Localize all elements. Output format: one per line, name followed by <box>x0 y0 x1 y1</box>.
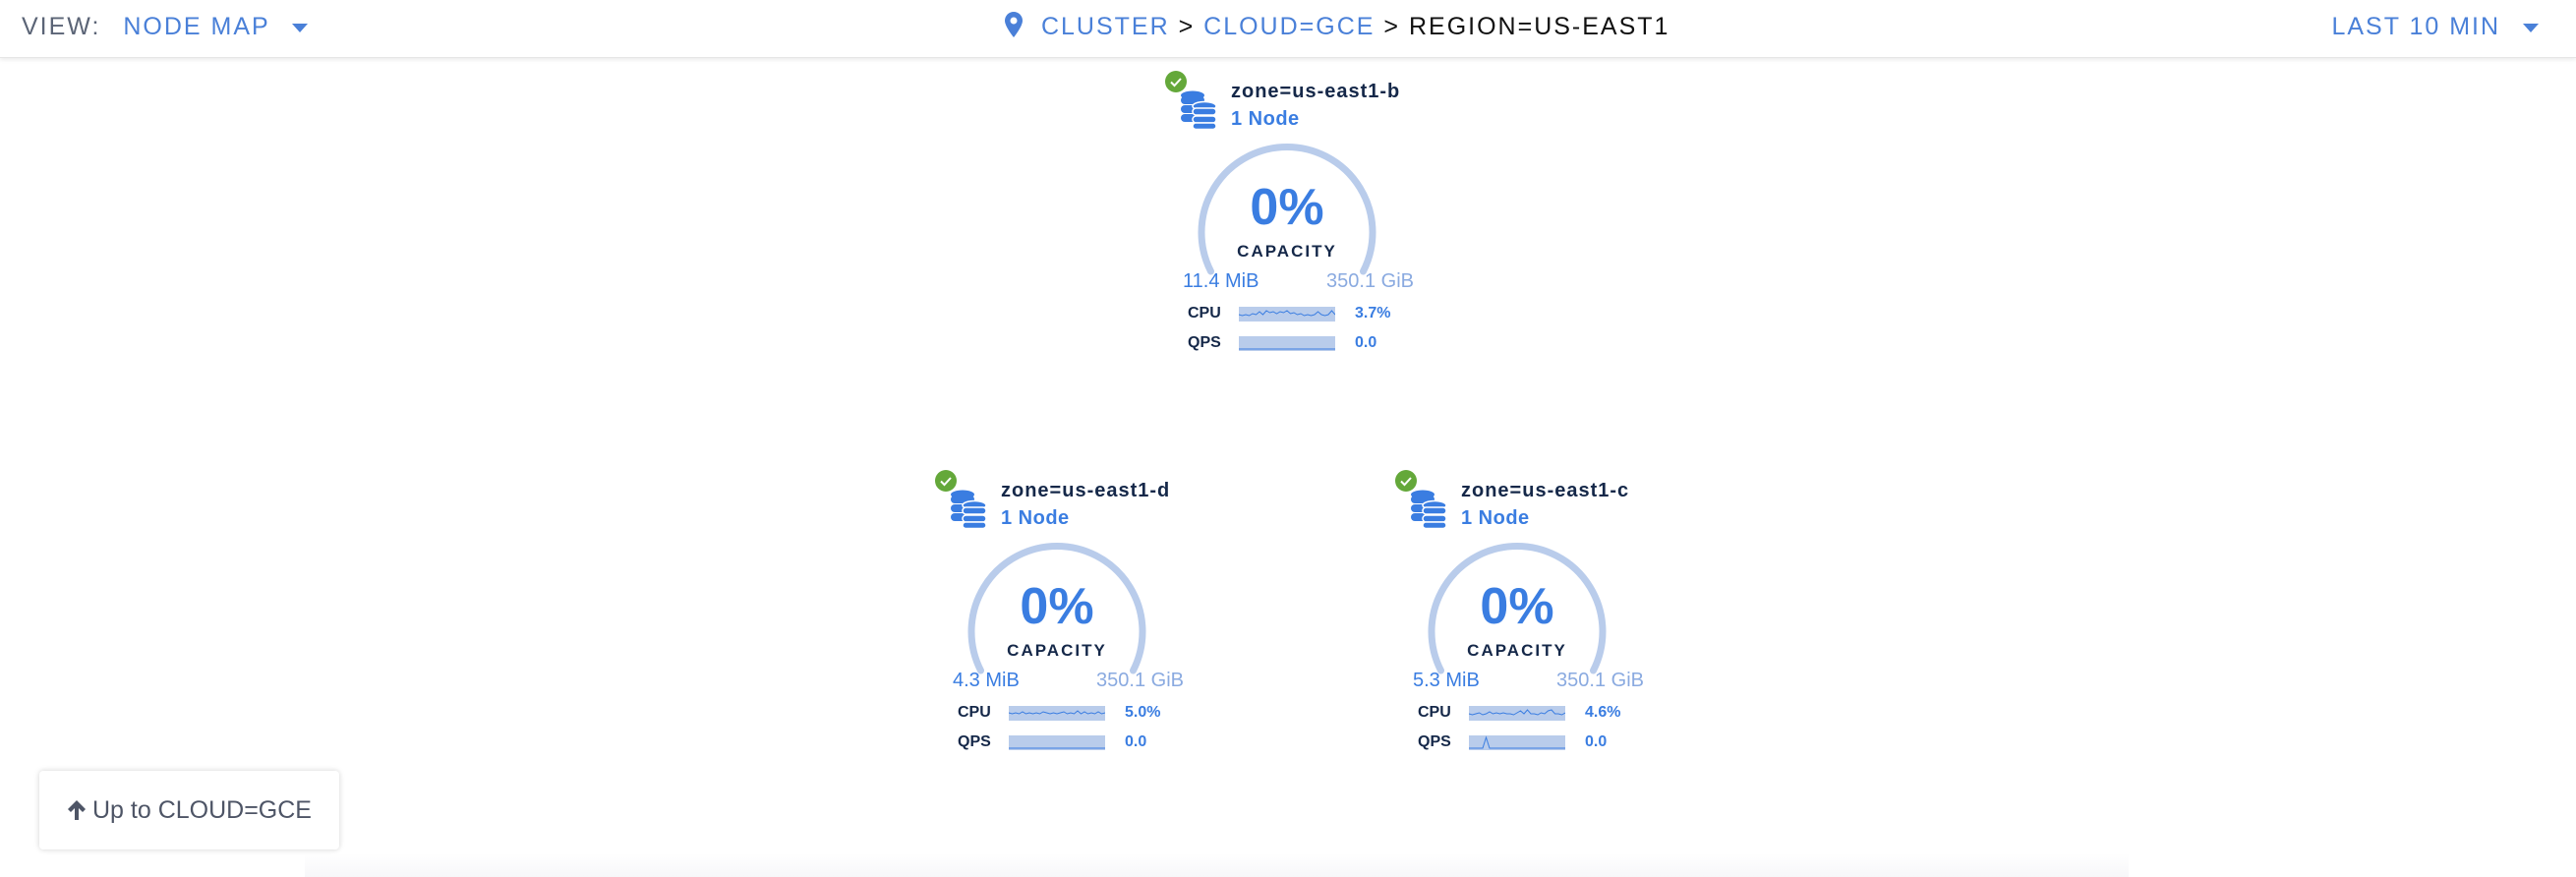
zone-name[interactable]: zone=us-east1-c <box>1461 480 1630 501</box>
chevron-down-icon[interactable] <box>2523 23 2539 32</box>
capacity-gauge <box>967 542 1146 674</box>
chevron-down-icon[interactable] <box>292 23 309 32</box>
qps-sparkline <box>1469 735 1565 750</box>
cpu-label: CPU <box>1418 704 1451 721</box>
up-to-parent-button[interactable]: Up to CLOUD=GCE <box>39 771 339 849</box>
top-bar: VIEW: NODE MAP CLUSTER > CLOUD=GCE > REG… <box>0 0 2576 58</box>
breadcrumb-separator: > <box>1383 13 1401 40</box>
qps-sparkline <box>1009 735 1105 750</box>
database-icon <box>1181 90 1217 130</box>
capacity-percent: 0% <box>1020 578 1094 635</box>
time-range-selector[interactable]: LAST 10 MIN <box>2331 12 2539 41</box>
node-count: 1 Node <box>1231 108 1300 130</box>
qps-label: QPS <box>1418 733 1451 750</box>
zone-card[interactable]: zone=us-east1-b 1 Node 0% CAPACITY 11.4 … <box>1165 69 1421 364</box>
cpu-value: 4.6% <box>1585 704 1621 721</box>
view-value[interactable]: NODE MAP <box>123 13 270 40</box>
up-button-label: Up to CLOUD=GCE <box>92 795 312 824</box>
bottom-shadow <box>305 853 2129 877</box>
used-storage: 11.4 MiB <box>1183 270 1259 292</box>
node-count: 1 Node <box>1461 507 1530 529</box>
database-icon <box>1411 490 1447 529</box>
total-storage: 350.1 GiB <box>1556 670 1644 691</box>
total-storage: 350.1 GiB <box>1326 270 1414 292</box>
capacity-gauge <box>1198 143 1376 275</box>
cpu-label: CPU <box>1188 305 1221 322</box>
qps-label: QPS <box>1188 334 1221 351</box>
breadcrumb-cloud[interactable]: CLOUD=GCE <box>1203 13 1376 40</box>
capacity-label: CAPACITY <box>1007 641 1107 660</box>
total-storage: 350.1 GiB <box>1096 670 1184 691</box>
healthy-check-icon <box>935 470 957 492</box>
arrow-up-icon <box>68 800 86 820</box>
capacity-percent: 0% <box>1480 578 1554 635</box>
database-icon <box>951 490 987 529</box>
qps-value: 0.0 <box>1585 733 1608 750</box>
map-pin-icon <box>1005 12 1023 37</box>
breadcrumb-separator: > <box>1178 13 1196 40</box>
healthy-check-icon <box>1165 71 1187 92</box>
time-range-value[interactable]: LAST 10 MIN <box>2331 13 2501 40</box>
node-count: 1 Node <box>1001 507 1070 529</box>
breadcrumb-cluster[interactable]: CLUSTER <box>1040 13 1170 40</box>
view-label: VIEW: <box>22 13 101 40</box>
zone-name[interactable]: zone=us-east1-b <box>1231 81 1401 102</box>
zone-card[interactable]: zone=us-east1-d 1 Node 0% CAPACITY 4.3 M… <box>935 468 1191 763</box>
cpu-sparkline <box>1009 706 1105 721</box>
healthy-check-icon <box>1395 470 1417 492</box>
qps-value: 0.0 <box>1355 334 1377 351</box>
view-selector[interactable]: VIEW: NODE MAP <box>22 12 309 41</box>
capacity-percent: 0% <box>1250 179 1324 236</box>
breadcrumb: CLUSTER > CLOUD=GCE > REGION=US-EAST1 <box>1005 12 1669 41</box>
cpu-value: 5.0% <box>1125 704 1161 721</box>
cpu-sparkline <box>1469 706 1565 721</box>
cpu-value: 3.7% <box>1355 305 1391 322</box>
breadcrumb-region: REGION=US-EAST1 <box>1408 13 1670 40</box>
used-storage: 5.3 MiB <box>1413 670 1480 691</box>
qps-label: QPS <box>958 733 991 750</box>
cpu-label: CPU <box>958 704 991 721</box>
capacity-label: CAPACITY <box>1237 242 1337 261</box>
capacity-gauge <box>1428 542 1607 674</box>
capacity-label: CAPACITY <box>1467 641 1567 660</box>
zone-card[interactable]: zone=us-east1-c 1 Node 0% CAPACITY 5.3 M… <box>1395 468 1651 763</box>
qps-value: 0.0 <box>1125 733 1147 750</box>
qps-sparkline <box>1239 336 1335 351</box>
used-storage: 4.3 MiB <box>953 670 1020 691</box>
zone-name[interactable]: zone=us-east1-d <box>1001 480 1171 501</box>
cpu-sparkline <box>1239 307 1335 322</box>
